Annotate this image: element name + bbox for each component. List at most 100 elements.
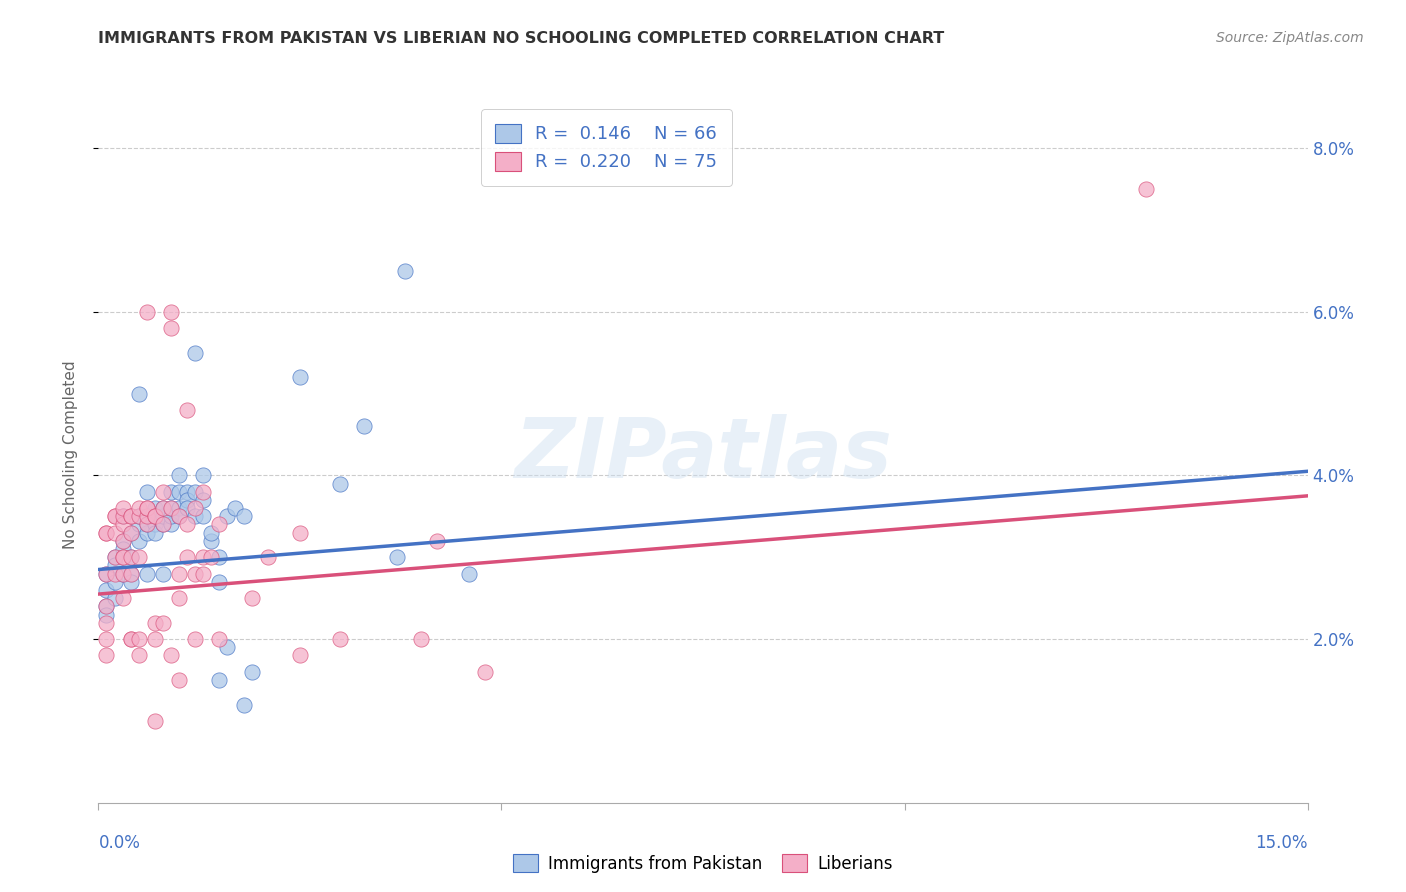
Point: [288, 370, 311, 384]
Point: [200, 525, 222, 540]
Point: [135, 484, 157, 499]
Point: [135, 509, 157, 524]
Point: [176, 403, 198, 417]
Point: [135, 304, 157, 318]
Point: [167, 566, 190, 581]
Point: [152, 501, 174, 516]
Point: [120, 509, 142, 524]
Point: [426, 533, 449, 548]
Point: [152, 517, 174, 532]
Point: [160, 501, 183, 516]
Text: ZIPatlas: ZIPatlas: [515, 415, 891, 495]
Point: [96, 607, 118, 622]
Point: [167, 509, 190, 524]
Text: 0.0%: 0.0%: [98, 834, 141, 852]
Point: [232, 509, 254, 524]
Point: [128, 517, 150, 532]
Point: [193, 468, 215, 483]
Point: [208, 632, 231, 646]
Point: [103, 566, 125, 581]
Point: [458, 566, 481, 581]
Point: [217, 640, 239, 655]
Point: [111, 591, 134, 606]
Point: [167, 509, 190, 524]
Point: [96, 599, 118, 614]
Point: [193, 509, 215, 524]
Point: [208, 550, 231, 565]
Point: [111, 533, 134, 548]
Point: [128, 509, 150, 524]
Point: [111, 517, 134, 532]
Point: [329, 476, 352, 491]
Point: [103, 591, 125, 606]
Point: [120, 566, 142, 581]
Point: [160, 509, 183, 524]
Point: [176, 492, 198, 507]
Point: [96, 615, 118, 630]
Point: [176, 484, 198, 499]
Point: [111, 566, 134, 581]
Point: [409, 632, 432, 646]
Point: [256, 550, 278, 565]
Point: [176, 501, 198, 516]
Point: [135, 501, 157, 516]
Point: [217, 509, 239, 524]
Point: [353, 419, 375, 434]
Point: [288, 525, 311, 540]
Y-axis label: No Schooling Completed: No Schooling Completed: [63, 360, 77, 549]
Point: [111, 550, 134, 565]
Point: [184, 345, 207, 359]
Legend: R =  0.146    N = 66, R =  0.220    N = 75: R = 0.146 N = 66, R = 0.220 N = 75: [481, 109, 731, 186]
Point: [143, 509, 166, 524]
Point: [128, 501, 150, 516]
Point: [135, 525, 157, 540]
Point: [96, 525, 118, 540]
Point: [103, 525, 125, 540]
Point: [160, 501, 183, 516]
Point: [208, 673, 231, 687]
Point: [176, 550, 198, 565]
Point: [111, 542, 134, 557]
Point: [193, 550, 215, 565]
Point: [143, 517, 166, 532]
Point: [152, 484, 174, 499]
Point: [224, 501, 246, 516]
Point: [200, 550, 222, 565]
Point: [135, 517, 157, 532]
Point: [96, 566, 118, 581]
Point: [96, 582, 118, 597]
Point: [329, 632, 352, 646]
Point: [152, 517, 174, 532]
Point: [240, 665, 263, 679]
Point: [120, 525, 142, 540]
Point: [167, 673, 190, 687]
Point: [288, 648, 311, 663]
Text: 15.0%: 15.0%: [1256, 834, 1308, 852]
Point: [120, 525, 142, 540]
Point: [143, 714, 166, 728]
Point: [160, 321, 183, 335]
Point: [184, 509, 207, 524]
Point: [111, 533, 134, 548]
Point: [184, 632, 207, 646]
Point: [143, 632, 166, 646]
Point: [193, 566, 215, 581]
Point: [167, 484, 190, 499]
Point: [103, 509, 125, 524]
Point: [96, 632, 118, 646]
Point: [111, 509, 134, 524]
Point: [176, 517, 198, 532]
Point: [103, 509, 125, 524]
Point: [143, 509, 166, 524]
Point: [160, 648, 183, 663]
Point: [184, 566, 207, 581]
Point: [103, 574, 125, 589]
Point: [160, 517, 183, 532]
Text: Source: ZipAtlas.com: Source: ZipAtlas.com: [1216, 31, 1364, 45]
Point: [128, 648, 150, 663]
Point: [232, 698, 254, 712]
Point: [167, 468, 190, 483]
Point: [103, 550, 125, 565]
Point: [385, 550, 408, 565]
Point: [160, 484, 183, 499]
